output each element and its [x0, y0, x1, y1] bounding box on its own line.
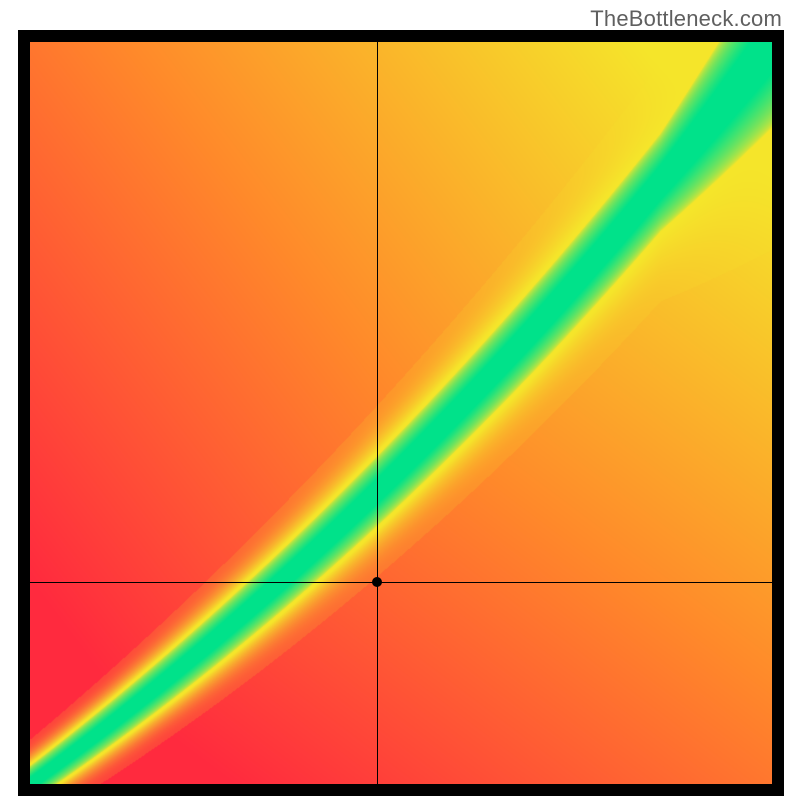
data-point-marker — [372, 577, 382, 587]
chart-stage: TheBottleneck.com — [0, 0, 800, 800]
plot-frame — [18, 30, 784, 796]
plot-area — [30, 42, 772, 784]
watermark-text: TheBottleneck.com — [590, 6, 782, 32]
crosshair-horizontal — [30, 582, 772, 583]
crosshair-vertical — [377, 42, 378, 784]
heatmap-canvas — [30, 42, 772, 784]
